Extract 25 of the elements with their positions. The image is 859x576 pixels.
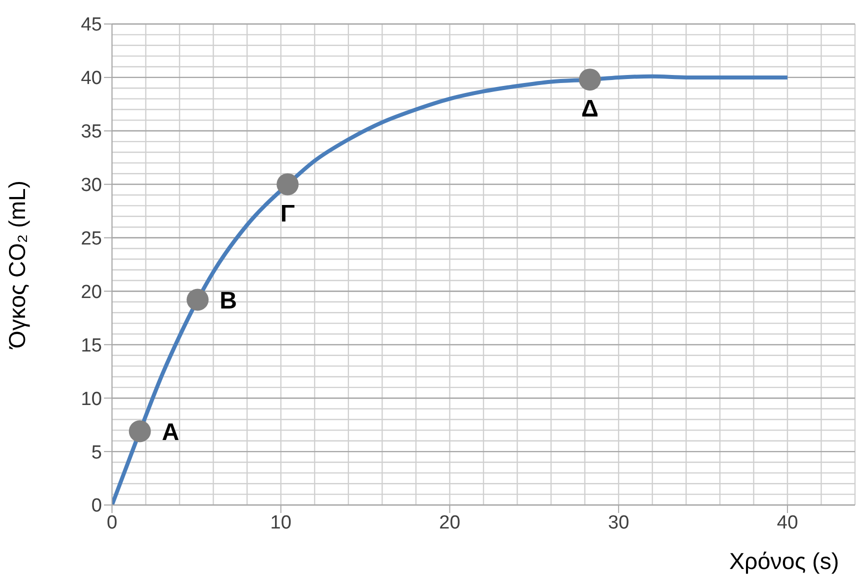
y-axis-title: Όγκος CO₂ (mL) xyxy=(4,180,30,350)
y-tick-label: 0 xyxy=(91,496,102,517)
annotation: Δ xyxy=(581,96,599,123)
y-tick-label: 25 xyxy=(80,228,102,250)
point xyxy=(128,420,151,442)
y-tick-label: 15 xyxy=(80,335,102,356)
y-tick-label: 20 xyxy=(80,282,102,303)
y-tick-label: 5 xyxy=(91,442,102,464)
point xyxy=(186,288,209,311)
point xyxy=(276,173,299,196)
annotation: Γ xyxy=(280,200,296,228)
x-tick-label: 20 xyxy=(439,512,460,534)
y-tick-label: 35 xyxy=(80,122,102,143)
y-tick-label: 30 xyxy=(80,175,102,196)
annotation: Β xyxy=(220,287,237,314)
annotation: Α xyxy=(162,418,180,446)
x-tick-label: 0 xyxy=(106,512,118,534)
y-tick-label: 40 xyxy=(80,68,102,90)
point xyxy=(578,68,601,91)
x-tick-label: 40 xyxy=(776,512,798,534)
x-tick-label: 10 xyxy=(270,512,292,534)
x-tick-label: 30 xyxy=(608,512,630,534)
y-tick-label: 10 xyxy=(80,388,102,410)
y-tick-label: 45 xyxy=(80,14,102,36)
x-axis-title: Χρόνος (s) xyxy=(729,548,839,574)
